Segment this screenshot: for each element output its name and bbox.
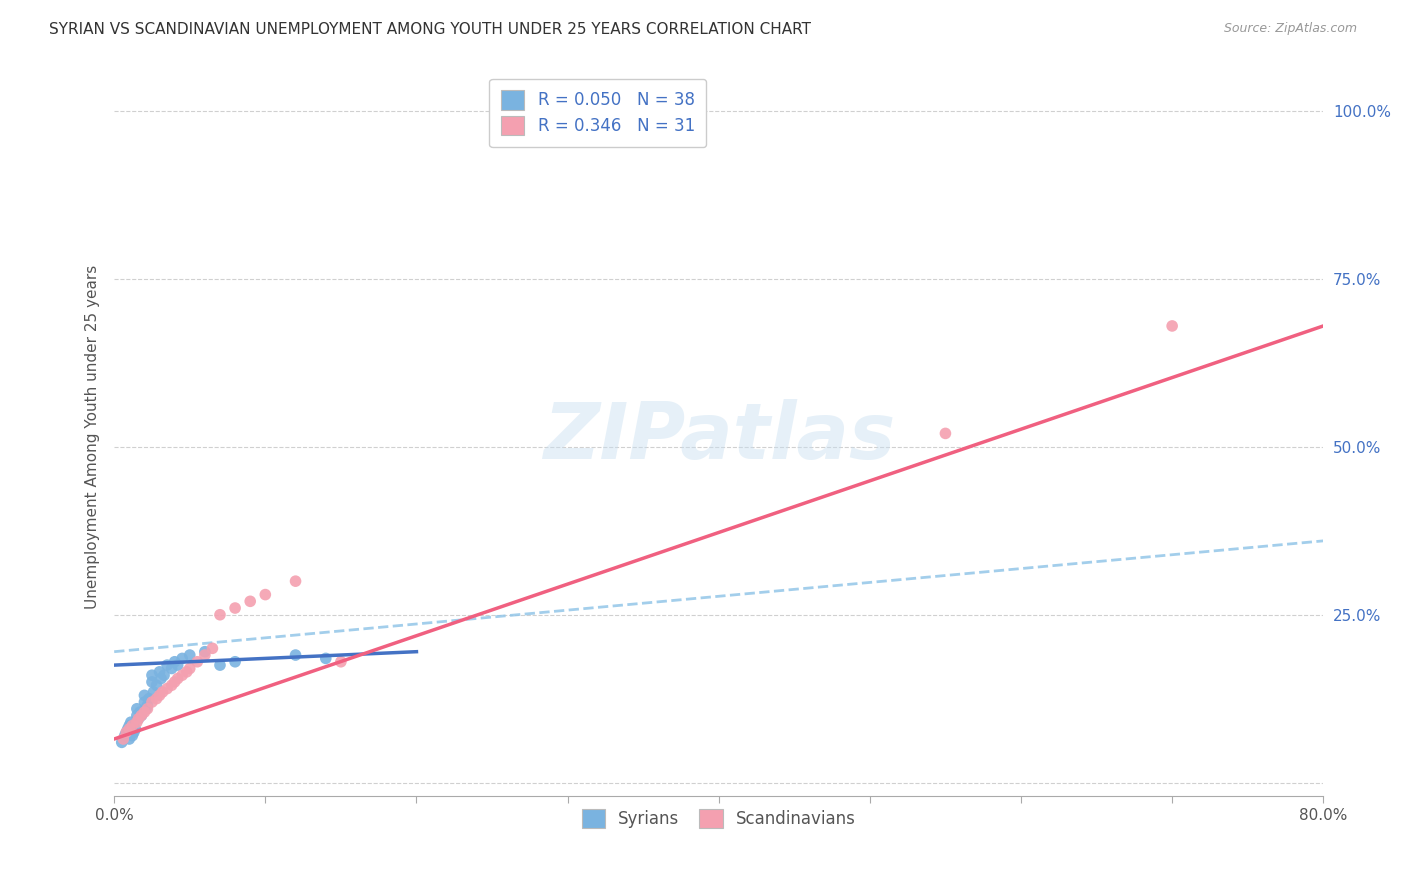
Point [208,607,231,622]
Point [141,695,163,709]
Point [172,668,194,682]
Point [148,665,170,679]
Point [186,655,208,669]
Point [156,681,179,696]
Point [134,689,156,703]
Point [329,655,352,669]
Point [121,729,143,743]
Point [135,702,157,716]
Point [179,648,201,662]
Point [156,658,179,673]
Point [134,705,156,719]
Point [138,691,160,706]
Text: Source: ZipAtlas.com: Source: ZipAtlas.com [1223,22,1357,36]
Point [934,426,956,441]
Point [145,691,167,706]
Point [145,678,167,692]
Point [136,698,159,713]
Point [160,678,183,692]
Point [125,702,148,716]
Point [152,685,174,699]
Point [112,731,135,746]
Point [315,651,337,665]
Point [117,722,139,736]
Point [141,674,163,689]
Point [118,722,141,736]
Point [194,648,217,662]
Point [224,655,246,669]
Point [120,715,142,730]
Text: SYRIAN VS SCANDINAVIAN UNEMPLOYMENT AMONG YOUTH UNDER 25 YEARS CORRELATION CHART: SYRIAN VS SCANDINAVIAN UNEMPLOYMENT AMON… [49,22,811,37]
Point [118,731,141,746]
Point [179,661,201,675]
Point [115,725,138,739]
Point [284,648,307,662]
Point [122,725,145,739]
Y-axis label: Unemployment Among Youth under 25 years: Unemployment Among Youth under 25 years [86,265,100,609]
Point [166,672,188,686]
Point [166,658,188,673]
Point [254,588,277,602]
Point [160,661,183,675]
Point [128,705,150,719]
Point [141,668,163,682]
Point [176,665,198,679]
Point [121,718,143,732]
Point [208,658,231,673]
Point [127,712,149,726]
Point [125,708,148,723]
Point [201,641,224,656]
Point [172,651,194,665]
Point [239,594,262,608]
Point [124,722,146,736]
Point [194,645,217,659]
Point [118,718,141,732]
Point [134,695,156,709]
Point [131,708,153,723]
Point [148,689,170,703]
Point [1161,318,1184,333]
Point [224,601,246,615]
Point [114,729,136,743]
Point [284,574,307,589]
Text: ZIPatlas: ZIPatlas [543,399,894,475]
Point [111,735,134,749]
Legend: Syrians, Scandinavians: Syrians, Scandinavians [575,802,863,835]
Point [150,672,173,686]
Point [136,702,159,716]
Point [142,685,165,699]
Point [115,725,138,739]
Point [127,712,149,726]
Point [131,708,153,723]
Point [163,655,186,669]
Point [153,668,176,682]
Point [125,715,148,730]
Point [163,674,186,689]
